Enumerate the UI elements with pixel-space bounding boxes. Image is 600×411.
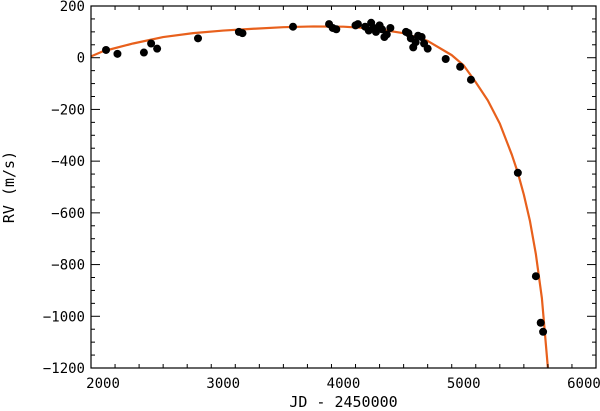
y-tick-label: 200 [60,0,85,15]
data-point [238,29,247,38]
axis-ticks [90,5,597,369]
data-point [411,38,420,47]
data-point [153,44,162,53]
data-point [382,30,391,39]
data-point [423,44,432,53]
x-tick-label: 4000 [327,376,361,392]
x-tick-label: 2000 [86,376,120,392]
data-point [417,33,426,42]
data-points [102,18,548,336]
x-tick-label: 3000 [206,376,240,392]
data-point [289,22,297,31]
data-point [353,20,362,29]
data-point [531,272,540,281]
data-point [466,75,475,84]
y-tick-label: −1200 [43,361,85,377]
x-tick-label: 6000 [567,376,600,392]
data-point [194,34,203,43]
y-tick-label: −200 [51,102,85,118]
data-point [386,23,395,32]
y-tick-labels: 200 0 −200 −400 −600 −800 −1000 −1200 [43,0,85,377]
fit-curve-layer [91,25,549,368]
y-tick-label: −400 [51,154,85,170]
data-point [539,327,548,336]
x-tick-label: 5000 [447,376,481,392]
data-point [371,27,380,36]
y-tick-label: −1000 [43,309,85,325]
data-point [147,39,156,48]
data-point [377,25,386,34]
data-point [102,45,111,54]
data-point [113,49,122,58]
y-axis-label: RV (m/s) [0,151,18,223]
fit-curve [91,25,549,368]
data-point [536,318,545,327]
data-point [441,55,450,64]
plot-frame [90,5,597,369]
data-point [456,62,465,71]
plot-area [91,18,549,368]
data-point [139,48,148,57]
y-tick-label: −800 [51,258,85,274]
x-tick-labels: 2000 3000 4000 5000 6000 [86,376,600,392]
y-tick-label: 0 [77,51,85,67]
x-axis-label: JD - 2450000 [289,393,397,411]
y-tick-label: −600 [51,206,85,222]
data-point [332,25,341,34]
data-point [513,168,522,177]
